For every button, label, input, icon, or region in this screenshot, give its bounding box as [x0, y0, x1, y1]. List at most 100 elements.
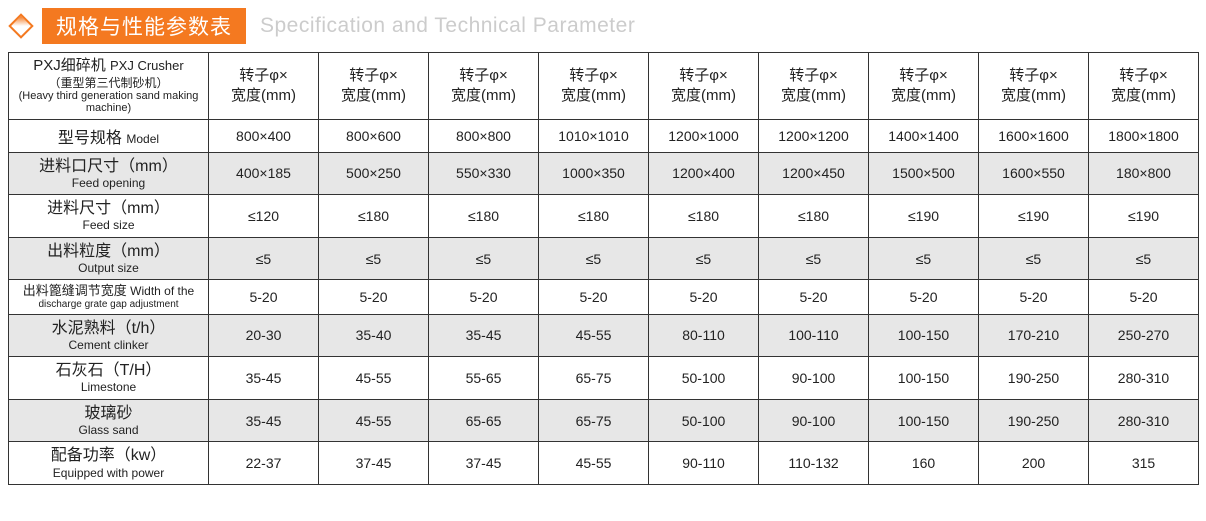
- data-cell: 1200×400: [649, 152, 759, 195]
- col-header-cn: 转子φ×: [651, 66, 756, 86]
- table-body: 型号规格 Model800×400800×600800×8001010×1010…: [9, 119, 1199, 484]
- data-cell: 1010×1010: [539, 119, 649, 152]
- col-header: 转子φ×宽度(mm): [429, 53, 539, 120]
- col-header-en: 宽度(mm): [651, 86, 756, 106]
- data-cell: ≤5: [209, 237, 319, 280]
- data-cell: 800×800: [429, 119, 539, 152]
- col-header: 转子φ×宽度(mm): [759, 53, 869, 120]
- row-label-en: Cement clinker: [11, 338, 206, 352]
- row-header-cell: 型号规格 Model: [9, 119, 209, 152]
- section-header: 规格与性能参数表 Specification and Technical Par…: [8, 8, 1198, 44]
- col-header: 转子φ×宽度(mm): [979, 53, 1089, 120]
- table-row: 型号规格 Model800×400800×600800×8001010×1010…: [9, 119, 1199, 152]
- col-header-cn: 转子φ×: [321, 66, 426, 86]
- data-cell: 45-55: [319, 357, 429, 400]
- col-header-cn: 转子φ×: [761, 66, 866, 86]
- data-cell: ≤5: [539, 237, 649, 280]
- col-header-en: 宽度(mm): [761, 86, 866, 106]
- data-cell: 22-37: [209, 442, 319, 485]
- data-cell: 37-45: [429, 442, 539, 485]
- col-header-en: 宽度(mm): [981, 86, 1086, 106]
- title-chinese: 规格与性能参数表: [42, 8, 246, 44]
- row-label-en: Feed size: [11, 218, 206, 232]
- row-label-cn: 配备功率（kw）: [11, 446, 206, 465]
- data-cell: ≤180: [649, 195, 759, 238]
- data-cell: 190-250: [979, 357, 1089, 400]
- data-cell: ≤180: [319, 195, 429, 238]
- data-cell: 170-210: [979, 314, 1089, 357]
- row-label-cn: 玻璃砂: [11, 404, 206, 423]
- col-header: 转子φ×宽度(mm): [1089, 53, 1199, 120]
- data-cell: 190-250: [979, 399, 1089, 442]
- data-cell: 100-150: [869, 399, 979, 442]
- data-cell: 1000×350: [539, 152, 649, 195]
- diamond-icon: [8, 13, 33, 38]
- data-cell: 90-100: [759, 357, 869, 400]
- row-label-en: Feed opening: [11, 176, 206, 190]
- data-cell: 500×250: [319, 152, 429, 195]
- table-row: 水泥熟料（t/h）Cement clinker20-3035-4035-4545…: [9, 314, 1199, 357]
- data-cell: 180×800: [1089, 152, 1199, 195]
- data-cell: 55-65: [429, 357, 539, 400]
- col-header-cn: 转子φ×: [211, 66, 316, 86]
- data-cell: 80-110: [649, 314, 759, 357]
- table-row: 石灰石（T/H）Limestone35-4545-5555-6565-7550-…: [9, 357, 1199, 400]
- data-cell: 5-20: [759, 280, 869, 314]
- data-cell: 5-20: [979, 280, 1089, 314]
- col-header: 转子φ×宽度(mm): [649, 53, 759, 120]
- row-header-cell: 进料尺寸（mm）Feed size: [9, 195, 209, 238]
- data-cell: 65-65: [429, 399, 539, 442]
- data-cell: 100-150: [869, 357, 979, 400]
- row-label-en: Limestone: [11, 380, 206, 394]
- data-cell: 160: [869, 442, 979, 485]
- row-label-cn: 型号规格: [58, 130, 126, 147]
- data-cell: ≤5: [319, 237, 429, 280]
- data-cell: 1500×500: [869, 152, 979, 195]
- col-header-cn: 转子φ×: [431, 66, 536, 86]
- data-cell: 45-55: [539, 314, 649, 357]
- table-row: 配备功率（kw）Equipped with power22-3737-4537-…: [9, 442, 1199, 485]
- data-cell: 5-20: [869, 280, 979, 314]
- data-cell: 35-40: [319, 314, 429, 357]
- data-cell: 315: [1089, 442, 1199, 485]
- col-header: 转子φ×宽度(mm): [869, 53, 979, 120]
- data-cell: 50-100: [649, 399, 759, 442]
- row-header-cell: 配备功率（kw）Equipped with power: [9, 442, 209, 485]
- data-cell: 20-30: [209, 314, 319, 357]
- data-cell: 5-20: [539, 280, 649, 314]
- row-label-en: Model: [126, 132, 159, 146]
- corner-cn: PXJ细碎机: [33, 57, 106, 74]
- data-cell: 5-20: [209, 280, 319, 314]
- row-label-cn: 石灰石（T/H）: [11, 361, 206, 380]
- col-header: 转子φ×宽度(mm): [319, 53, 429, 120]
- table-row: 进料口尺寸（mm）Feed opening400×185500×250550×3…: [9, 152, 1199, 195]
- col-header-en: 宽度(mm): [1091, 86, 1196, 106]
- data-cell: 1600×550: [979, 152, 1089, 195]
- data-cell: 250-270: [1089, 314, 1199, 357]
- data-cell: ≤5: [759, 237, 869, 280]
- data-cell: 35-45: [429, 314, 539, 357]
- data-cell: ≤5: [1089, 237, 1199, 280]
- table-row: 出料粒度（mm）Output size≤5≤5≤5≤5≤5≤5≤5≤5≤5: [9, 237, 1199, 280]
- data-cell: 90-110: [649, 442, 759, 485]
- data-cell: 1600×1600: [979, 119, 1089, 152]
- col-header-en: 宽度(mm): [211, 86, 316, 106]
- data-cell: 400×185: [209, 152, 319, 195]
- data-cell: 35-45: [209, 399, 319, 442]
- col-header-en: 宽度(mm): [541, 86, 646, 106]
- data-cell: ≤190: [869, 195, 979, 238]
- data-cell: ≤180: [429, 195, 539, 238]
- table-row: 玻璃砂Glass sand35-4545-5565-6565-7550-1009…: [9, 399, 1199, 442]
- data-cell: ≤190: [1089, 195, 1199, 238]
- corner-en1: PXJ Crusher: [110, 58, 184, 73]
- corner-sub-cn: （重型第三代制砂机）: [11, 76, 206, 90]
- row-label-en: Equipped with power: [11, 466, 206, 480]
- data-cell: ≤120: [209, 195, 319, 238]
- row-label-cn: 水泥熟料（t/h）: [11, 319, 206, 338]
- row-label-cn: 进料口尺寸（mm）: [11, 157, 206, 176]
- row-label-cn: 出料粒度（mm）: [11, 242, 206, 261]
- row-label-line2: discharge grate gap adjustment: [11, 299, 206, 310]
- row-header-cell: 出料篦缝调节宽度 Width of thedischarge grate gap…: [9, 280, 209, 314]
- col-header-cn: 转子φ×: [1091, 66, 1196, 86]
- table-corner-cell: PXJ细碎机 PXJ Crusher （重型第三代制砂机） (Heavy thi…: [9, 53, 209, 120]
